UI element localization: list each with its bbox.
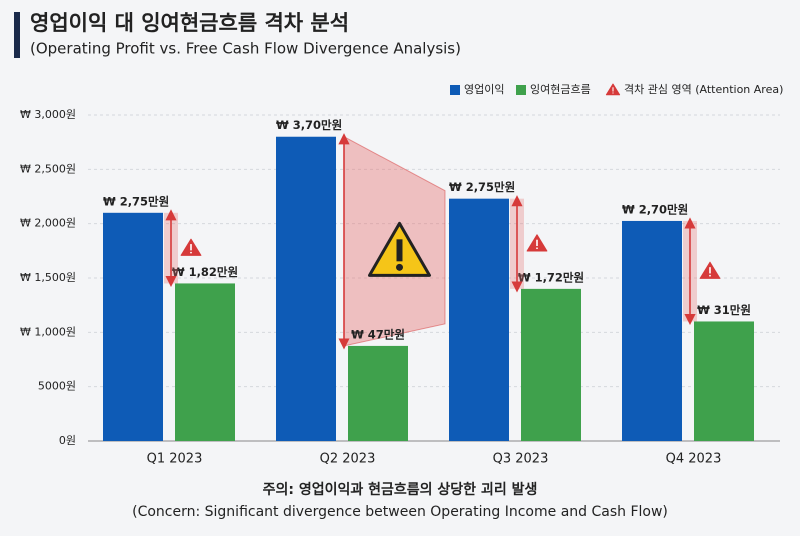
note: (Concern: Significant divergence between… — [132, 504, 668, 520]
y-tick-label: ₩ 3,000원 — [20, 108, 76, 121]
x-tick-label: Q3 2023 — [493, 452, 549, 467]
annotation: ₩ 2,75만원 — [103, 194, 169, 208]
warning-icon-mark — [709, 267, 711, 274]
legend-warning-mark — [612, 87, 614, 92]
legend-swatch — [516, 85, 526, 95]
legend-swatch — [450, 85, 460, 95]
annotation: ₩ 1,82만원 — [172, 265, 238, 279]
x-tick-label: Q1 2023 — [147, 452, 203, 467]
legend-warning-dot — [612, 92, 614, 94]
note: 주의: 영업이익과 현금흐름의 상당한 괴리 발생 — [263, 481, 538, 498]
annotation: ₩ 47만원 — [351, 327, 405, 341]
y-tick-label: ₩ 1,000원 — [20, 325, 76, 338]
big-warning-mark — [396, 239, 403, 262]
annotation: ₩ 31만원 — [697, 303, 751, 317]
warning-icon-dot — [190, 251, 192, 254]
annotation: ₩ 3,70만원 — [276, 118, 342, 132]
bar — [348, 345, 408, 441]
annotation: ₩ 2,70만원 — [622, 202, 688, 216]
warning-icon-dot — [536, 247, 538, 250]
big-warning-dot — [396, 263, 403, 271]
x-tick-label: Q2 2023 — [320, 452, 376, 467]
legend-label: 잉여현금흐름 — [530, 83, 591, 96]
bar — [521, 288, 581, 441]
legend-label: 영업이익 — [464, 83, 504, 96]
legend-label: 격차 관심 영역 (Attention Area) — [624, 83, 783, 96]
y-tick-label: 5000원 — [38, 380, 76, 393]
annotation: ₩ 1,72만원 — [518, 270, 584, 284]
x-tick-label: Q4 2023 — [666, 452, 722, 467]
y-tick-label: ₩ 2,000원 — [20, 217, 76, 230]
chart-title: 영업이익 대 잉여현금흐름 격차 분석 — [30, 11, 349, 35]
y-tick-label: ₩ 2,500원 — [20, 162, 76, 175]
warning-icon-mark — [190, 244, 192, 251]
chart-subtitle: (Operating Profit vs. Free Cash Flow Div… — [30, 40, 461, 58]
bar — [694, 321, 754, 441]
bar — [276, 136, 336, 441]
y-tick-label: 0원 — [59, 434, 76, 447]
bar — [449, 198, 509, 441]
title-bar — [14, 12, 20, 58]
bar — [175, 283, 235, 441]
y-tick-label: ₩ 1,500원 — [20, 271, 76, 284]
warning-icon-mark — [536, 239, 538, 247]
bar — [103, 212, 163, 441]
annotation: ₩ 2,75만원 — [449, 180, 515, 194]
warning-icon-dot — [709, 274, 711, 277]
bar — [622, 220, 682, 441]
